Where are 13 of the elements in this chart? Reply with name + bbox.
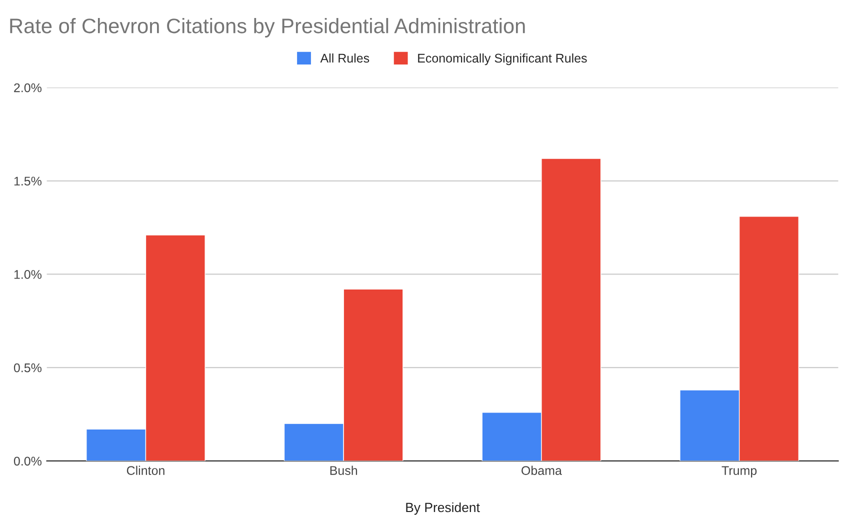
y-tick-label: 1.5%	[14, 176, 42, 186]
y-tick-label: 0.0%	[14, 456, 42, 466]
x-tick-label: Clinton	[126, 466, 164, 475]
legend-label: All Rules	[320, 53, 370, 63]
y-tick-label: 1.0%	[14, 270, 42, 279]
x-tick-label: Obama	[522, 466, 562, 475]
x-axis-title: By President	[406, 502, 480, 515]
y-tick-label: 2.0%	[14, 83, 42, 92]
chart-title: Rate of Chevron Citations by Presidential Administration	[10, 18, 525, 38]
y-tick-label: 0.5%	[14, 363, 42, 372]
legend-label: Economically Significant Rules	[418, 53, 587, 66]
x-tick-label: Trump	[722, 466, 757, 478]
x-tick-label: Bush	[330, 466, 358, 475]
